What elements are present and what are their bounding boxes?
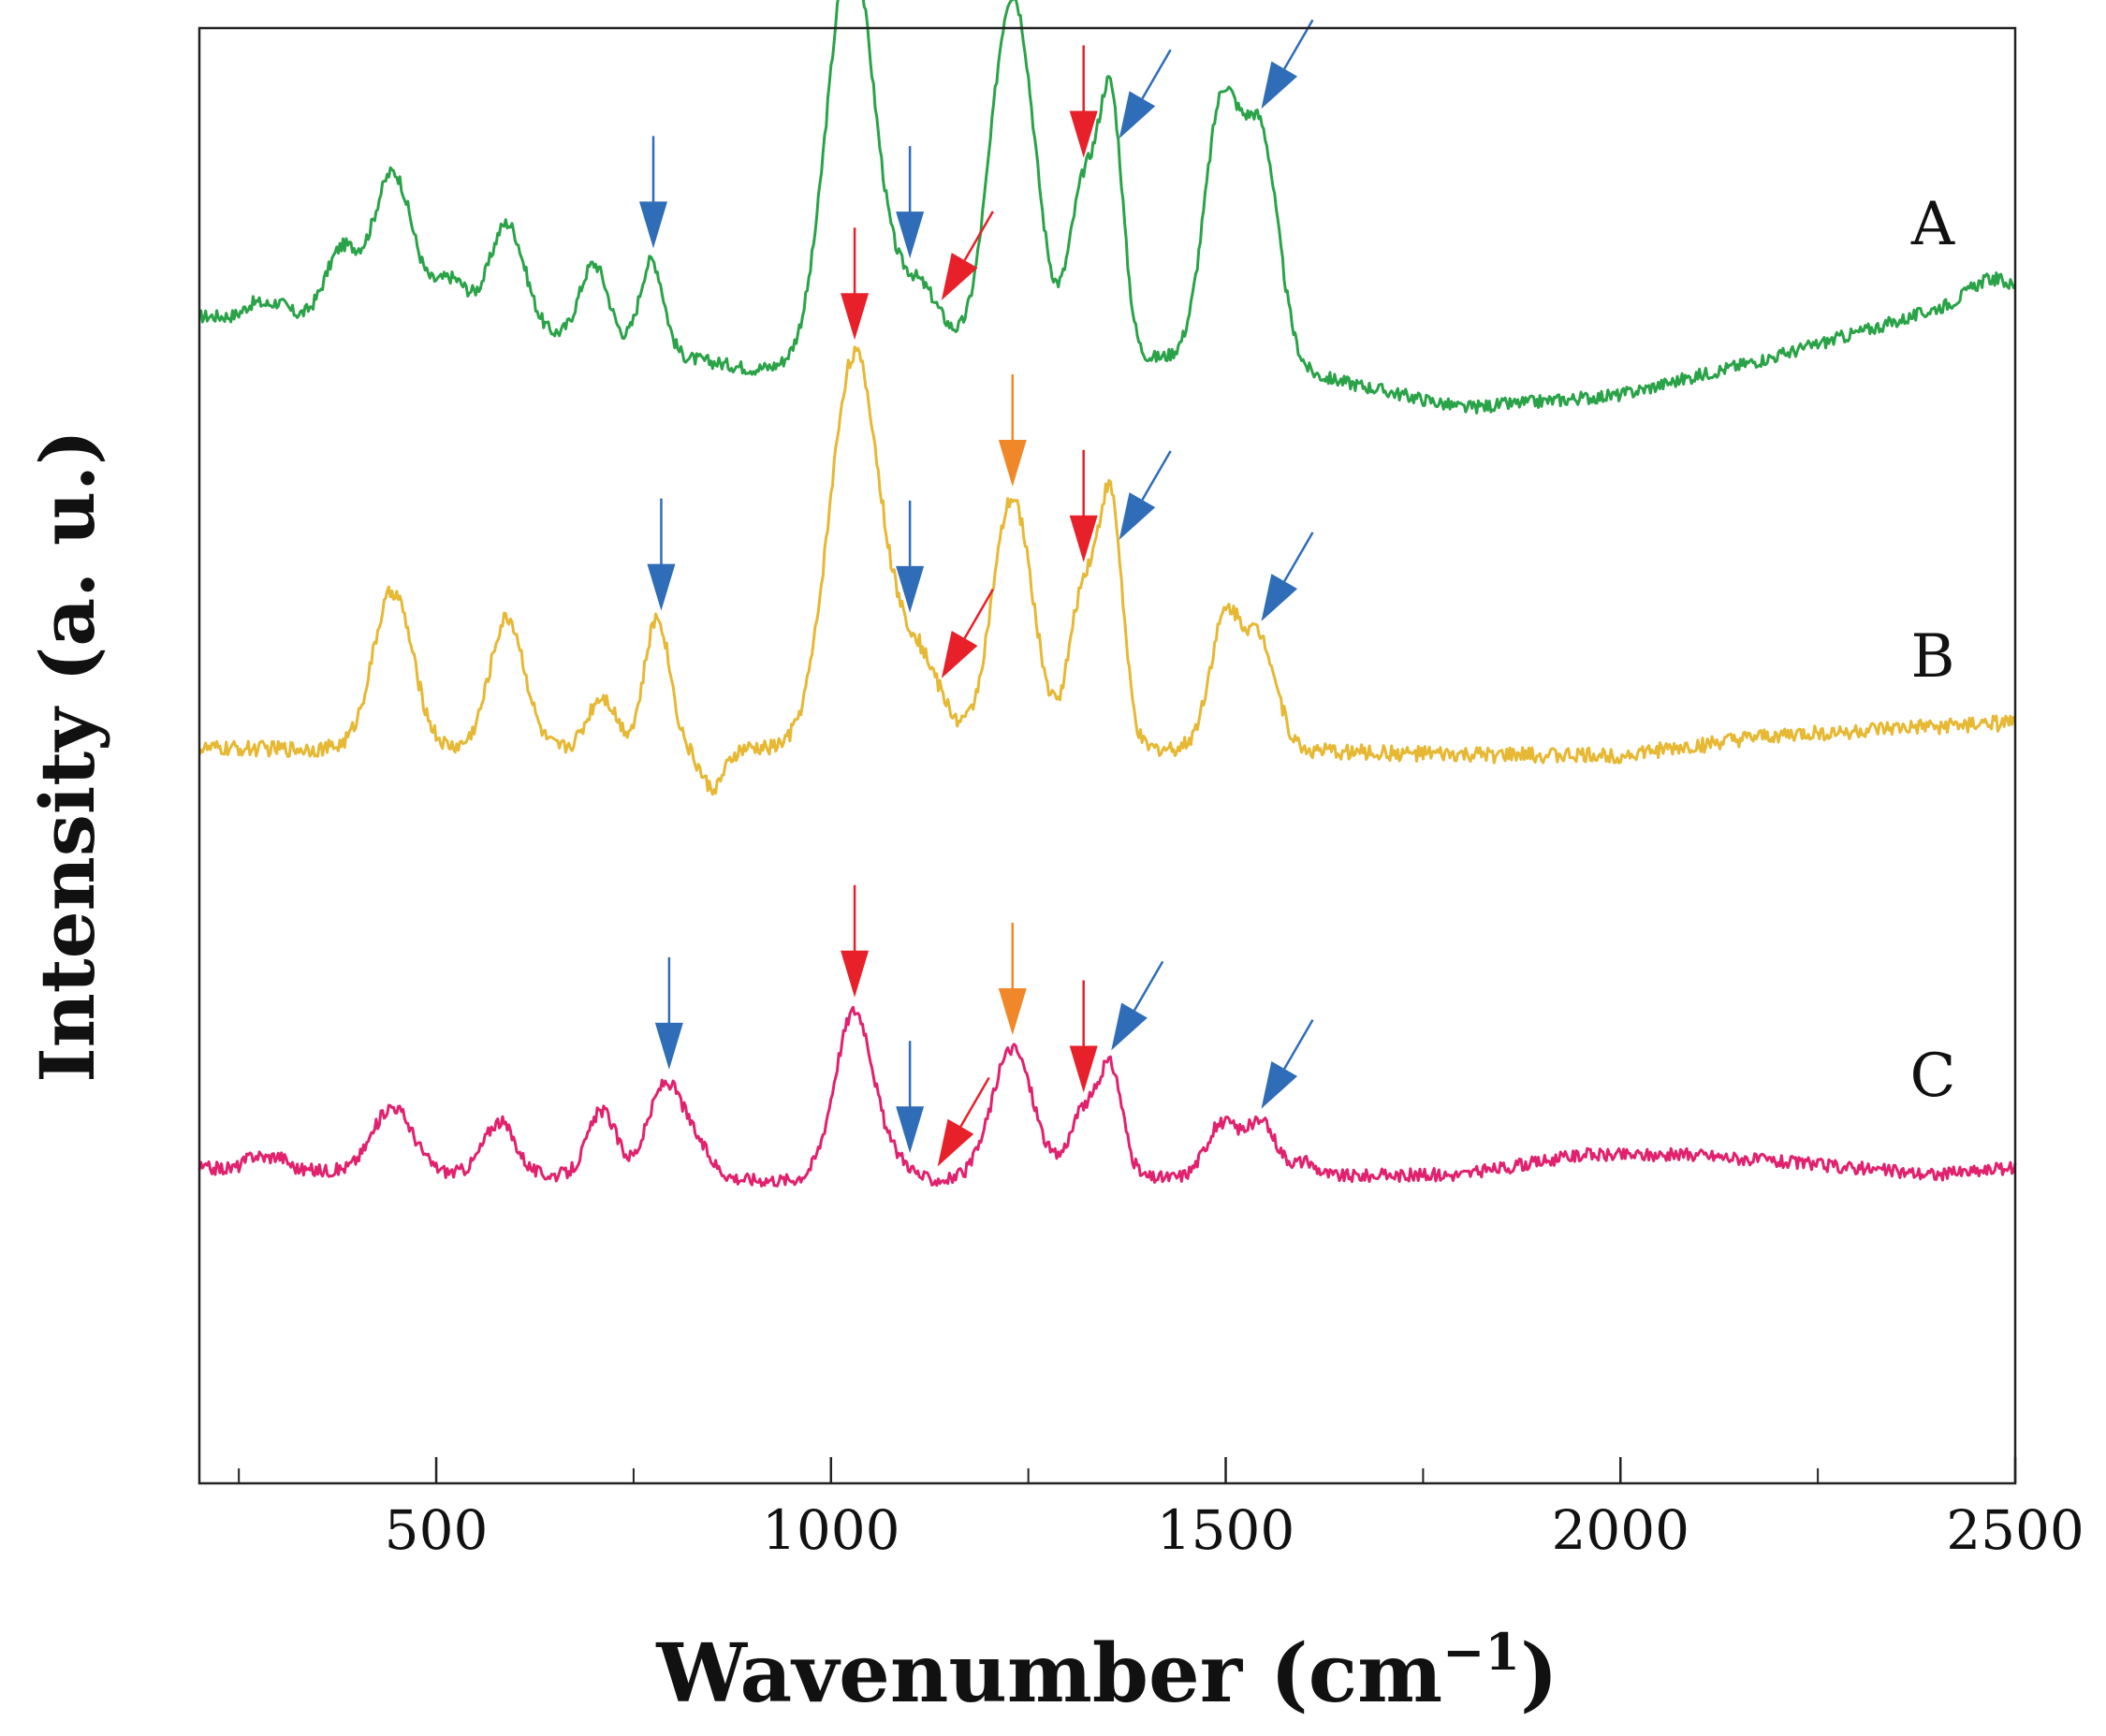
x-tick-label: 2500 (1946, 1498, 2084, 1562)
peak-arrow-B-8 (1261, 532, 1314, 621)
peak-arrow-A-1 (639, 136, 667, 249)
peak-arrow-C-4 (937, 1076, 990, 1167)
series-line-C (197, 1005, 2017, 1188)
series-label-B: B (1910, 622, 1954, 692)
peak-arrow-A-4 (941, 211, 994, 300)
peak-arrow-B-5 (998, 373, 1027, 487)
peak-arrow-A-6 (1069, 45, 1098, 158)
peak-arrow-C-1 (654, 956, 683, 1070)
x-axis-title-unit: (cm (1270, 1627, 1442, 1721)
y-axis-title: Intensity (a. u.) (23, 430, 111, 1083)
peak-arrow-C-7 (1111, 960, 1164, 1051)
peak-arrow-B-1 (647, 498, 676, 611)
series-label-A: A (1910, 190, 1955, 259)
peak-arrow-A-3 (896, 146, 925, 259)
x-axis-title-main: Wavenumber (655, 1627, 1243, 1721)
series-line-B (197, 345, 2016, 796)
series-label-C: C (1910, 1042, 1956, 1111)
peak-arrow-A-8 (1261, 19, 1314, 109)
x-tick-label: 1500 (1157, 1498, 1295, 1562)
x-tick-label: 2000 (1551, 1498, 1689, 1562)
plot-frame (197, 26, 2017, 1485)
x-tick-label: 500 (385, 1498, 489, 1562)
peak-arrow-C-2 (841, 884, 870, 998)
peak-arrow-B-2 (841, 227, 870, 341)
peak-arrow-C-5 (998, 922, 1027, 1035)
series-line-A (198, 0, 2017, 415)
peak-arrows (639, 19, 1314, 1167)
x-axis-ticks: 500 1000 1500 2000 2500 (238, 1457, 2084, 1562)
peak-arrow-B-3 (896, 500, 925, 613)
peak-arrow-C-6 (1069, 980, 1098, 1093)
x-axis-title-close: ) (1520, 1627, 1558, 1721)
series-layer: A B C (197, 0, 2017, 1188)
x-tick-label: 1000 (762, 1498, 900, 1562)
peak-arrow-B-7 (1119, 450, 1172, 540)
peak-arrow-C-3 (896, 1041, 925, 1154)
x-axis-title-exponent: −1 (1442, 1622, 1520, 1682)
peak-arrow-B-4 (941, 589, 994, 678)
x-axis-title: Wavenumber (cm−1) (655, 1622, 1558, 1721)
peak-arrow-A-7 (1119, 49, 1172, 139)
peak-arrow-B-6 (1069, 449, 1098, 562)
peak-arrow-C-8 (1261, 1019, 1314, 1109)
